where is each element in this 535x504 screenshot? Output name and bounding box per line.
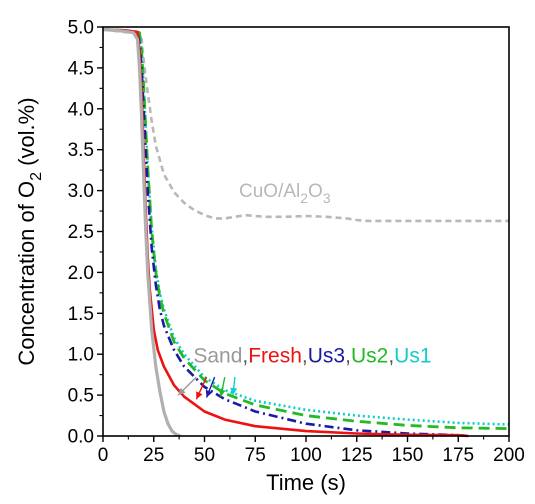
series-line-cuo bbox=[102, 28, 509, 223]
x-axis-title: Time (s) bbox=[266, 470, 346, 495]
y-tick-label: 3.5 bbox=[68, 140, 94, 161]
pointer-arrows bbox=[177, 376, 238, 400]
y-axis-ticks: 0.0 0.5 1.0 1.5 2.0 2.5 3.0 3.5 4.0 4.5 5.0 bbox=[68, 18, 103, 448]
series-label: Fresh bbox=[248, 344, 302, 367]
series-label: , bbox=[302, 344, 308, 367]
y-tick-label: 4.0 bbox=[68, 99, 94, 120]
series-label: , bbox=[242, 344, 248, 367]
x-tick-label: 175 bbox=[442, 445, 474, 466]
x-tick-label: 100 bbox=[290, 445, 322, 466]
y-axis-title: Concentration of O2 (vol.%) bbox=[14, 97, 45, 365]
x-tick-label: 150 bbox=[392, 445, 424, 466]
series-label: Us2 bbox=[351, 344, 388, 367]
y-tick-label: 0.5 bbox=[68, 386, 94, 407]
y-axis-title-main: Concentration of O bbox=[14, 181, 39, 366]
x-tick-label: 125 bbox=[341, 445, 373, 466]
series-label: Us3 bbox=[308, 344, 345, 367]
y-tick-label: 0.0 bbox=[68, 427, 94, 448]
x-axis-ticks: 0 25 50 75 100 125 150 175 200 bbox=[98, 436, 525, 466]
x-tick-label: 200 bbox=[493, 445, 525, 466]
y-tick-label: 2.5 bbox=[68, 222, 94, 243]
pointer-arrow-head bbox=[205, 389, 213, 398]
y-tick-label: 5.0 bbox=[68, 18, 94, 39]
annotation-part: O bbox=[308, 181, 323, 202]
series-label: , bbox=[345, 344, 351, 367]
series-label: , bbox=[388, 344, 394, 367]
annotation-subscript: 3 bbox=[323, 190, 331, 206]
pointer-arrow-head bbox=[230, 387, 238, 396]
x-tick-label: 0 bbox=[98, 445, 109, 466]
pointer-arrow-head bbox=[178, 387, 186, 396]
series-line-sand bbox=[102, 27, 181, 438]
y-tick-label: 4.5 bbox=[68, 58, 94, 79]
annotation-subscript: 2 bbox=[300, 190, 308, 206]
x-tick-label: 50 bbox=[194, 445, 215, 466]
y-axis-title-tail: (vol.%) bbox=[14, 97, 39, 172]
plot-frame bbox=[102, 26, 510, 437]
series-label: Us1 bbox=[394, 344, 431, 367]
y-tick-label: 1.0 bbox=[68, 345, 94, 366]
pointer-arrow-head bbox=[196, 391, 203, 400]
y-tick-label: 3.0 bbox=[68, 181, 94, 202]
x-tick-label: 75 bbox=[245, 445, 266, 466]
cuo-al2o3-annotation: CuO/Al2O3 bbox=[239, 181, 331, 206]
series-label: Sand bbox=[193, 344, 242, 367]
x-tick-label: 25 bbox=[143, 445, 164, 466]
y-axis-title-subscript: 2 bbox=[28, 172, 45, 181]
y-tick-label: 1.5 bbox=[68, 304, 94, 325]
annotation-part: CuO/Al bbox=[239, 181, 300, 202]
pointer-arrow-head bbox=[218, 389, 226, 397]
plot-lines bbox=[102, 27, 510, 438]
y-tick-label: 2.0 bbox=[68, 263, 94, 284]
series-labels: Sand,Fresh,Us3,Us2,Us1 bbox=[193, 344, 431, 367]
